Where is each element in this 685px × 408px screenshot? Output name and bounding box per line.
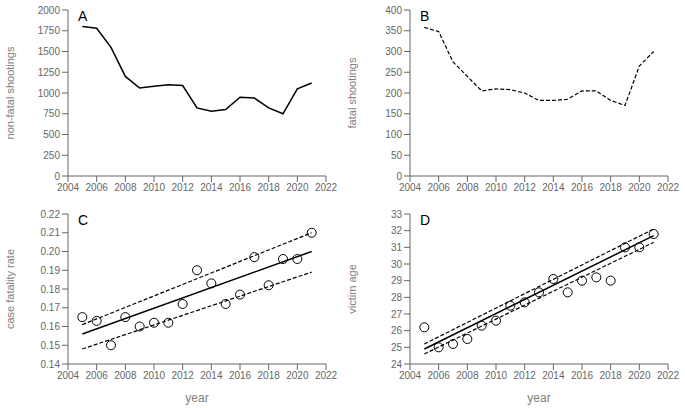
svg-text:2022: 2022 bbox=[657, 182, 677, 193]
svg-text:30: 30 bbox=[391, 259, 403, 270]
svg-text:2008: 2008 bbox=[456, 182, 479, 193]
svg-text:year: year bbox=[185, 391, 208, 405]
svg-text:2018: 2018 bbox=[258, 370, 281, 381]
svg-text:2006: 2006 bbox=[86, 370, 109, 381]
svg-text:250: 250 bbox=[43, 150, 60, 161]
svg-text:victim age: victim age bbox=[346, 264, 358, 314]
svg-text:2020: 2020 bbox=[286, 182, 309, 193]
svg-text:2016: 2016 bbox=[229, 370, 252, 381]
svg-text:2022: 2022 bbox=[315, 370, 338, 381]
svg-text:2012: 2012 bbox=[172, 182, 195, 193]
svg-text:0: 0 bbox=[54, 171, 60, 182]
svg-text:2006: 2006 bbox=[428, 182, 451, 193]
svg-text:26: 26 bbox=[391, 325, 403, 336]
svg-text:2004: 2004 bbox=[399, 182, 422, 193]
svg-text:2018: 2018 bbox=[600, 182, 623, 193]
svg-text:0.18: 0.18 bbox=[41, 284, 61, 295]
svg-text:0.19: 0.19 bbox=[41, 265, 61, 276]
svg-text:2012: 2012 bbox=[172, 370, 195, 381]
svg-text:25: 25 bbox=[391, 342, 403, 353]
svg-text:2000: 2000 bbox=[38, 5, 61, 16]
svg-text:0.22: 0.22 bbox=[41, 209, 61, 220]
svg-text:0.17: 0.17 bbox=[41, 302, 61, 313]
svg-text:32: 32 bbox=[391, 225, 403, 236]
svg-text:2022: 2022 bbox=[657, 370, 677, 381]
svg-text:350: 350 bbox=[385, 25, 402, 36]
svg-text:100: 100 bbox=[385, 129, 402, 140]
svg-text:2020: 2020 bbox=[628, 370, 651, 381]
svg-text:2006: 2006 bbox=[428, 370, 451, 381]
svg-text:0.20: 0.20 bbox=[41, 246, 61, 257]
svg-text:28: 28 bbox=[391, 292, 403, 303]
svg-text:non-fatal shootings: non-fatal shootings bbox=[8, 46, 16, 139]
svg-text:2006: 2006 bbox=[86, 182, 109, 193]
svg-text:2014: 2014 bbox=[200, 370, 223, 381]
svg-text:2004: 2004 bbox=[57, 370, 80, 381]
svg-text:2016: 2016 bbox=[571, 182, 594, 193]
svg-text:1000: 1000 bbox=[38, 88, 61, 99]
svg-text:29: 29 bbox=[391, 275, 403, 286]
html-text:D: D bbox=[420, 212, 431, 228]
html-text:B: B bbox=[420, 8, 430, 24]
svg-text:2014: 2014 bbox=[542, 370, 565, 381]
svg-text:2020: 2020 bbox=[286, 370, 309, 381]
svg-text:1250: 1250 bbox=[38, 67, 61, 78]
svg-text:400: 400 bbox=[385, 5, 402, 16]
svg-text:2004: 2004 bbox=[57, 182, 80, 193]
svg-text:27: 27 bbox=[391, 309, 403, 320]
svg-text:500: 500 bbox=[43, 129, 60, 140]
html-text:C: C bbox=[78, 212, 89, 228]
svg-text:2018: 2018 bbox=[258, 182, 281, 193]
svg-text:1500: 1500 bbox=[38, 46, 61, 57]
svg-text:0.14: 0.14 bbox=[41, 359, 61, 370]
svg-text:0: 0 bbox=[396, 171, 402, 182]
svg-text:year: year bbox=[527, 391, 550, 405]
svg-text:1750: 1750 bbox=[38, 25, 61, 36]
svg-text:2020: 2020 bbox=[628, 182, 651, 193]
svg-text:0.21: 0.21 bbox=[41, 227, 61, 238]
svg-text:case fatality rate: case fatality rate bbox=[8, 249, 16, 329]
svg-text:2008: 2008 bbox=[114, 182, 137, 193]
html-text:A: A bbox=[78, 8, 88, 24]
svg-text:2014: 2014 bbox=[200, 182, 223, 193]
svg-text:2012: 2012 bbox=[514, 370, 537, 381]
svg-text:750: 750 bbox=[43, 108, 60, 119]
svg-text:0.16: 0.16 bbox=[41, 321, 61, 332]
svg-text:2014: 2014 bbox=[542, 182, 565, 193]
svg-text:2010: 2010 bbox=[485, 370, 508, 381]
svg-text:2016: 2016 bbox=[229, 182, 252, 193]
svg-text:250: 250 bbox=[385, 67, 402, 78]
svg-text:0.15: 0.15 bbox=[41, 340, 61, 351]
svg-text:2022: 2022 bbox=[315, 182, 338, 193]
svg-text:2018: 2018 bbox=[600, 370, 623, 381]
svg-text:2016: 2016 bbox=[571, 370, 594, 381]
svg-text:2010: 2010 bbox=[485, 182, 508, 193]
svg-text:2010: 2010 bbox=[143, 370, 166, 381]
svg-text:33: 33 bbox=[391, 209, 403, 220]
svg-text:2010: 2010 bbox=[143, 182, 166, 193]
svg-text:fatal shootings: fatal shootings bbox=[346, 57, 358, 128]
svg-text:300: 300 bbox=[385, 46, 402, 57]
svg-text:2004: 2004 bbox=[399, 370, 422, 381]
svg-text:150: 150 bbox=[385, 108, 402, 119]
svg-text:24: 24 bbox=[391, 359, 403, 370]
svg-text:31: 31 bbox=[391, 242, 403, 253]
svg-text:2008: 2008 bbox=[114, 370, 137, 381]
svg-text:50: 50 bbox=[391, 150, 403, 161]
svg-text:2012: 2012 bbox=[514, 182, 537, 193]
svg-text:200: 200 bbox=[385, 88, 402, 99]
svg-text:2008: 2008 bbox=[456, 370, 479, 381]
